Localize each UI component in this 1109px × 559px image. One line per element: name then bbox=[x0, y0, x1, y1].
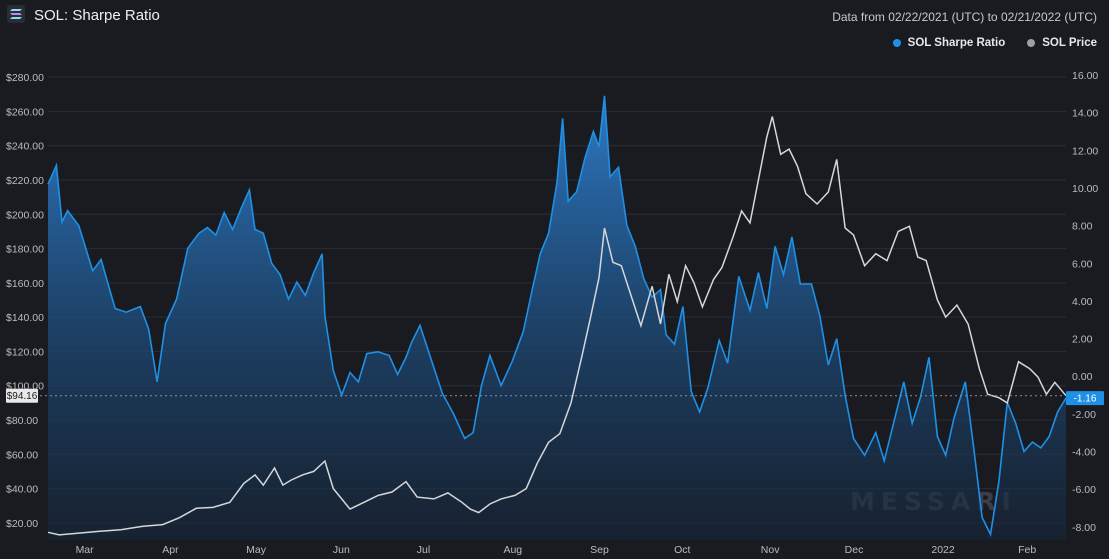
right-axis-tick-label: 14.00 bbox=[1072, 108, 1098, 120]
x-axis-tick-label: Mar bbox=[76, 544, 95, 556]
sharpe-ratio-area bbox=[48, 95, 1066, 541]
right-axis-tick-label: -6.00 bbox=[1072, 484, 1096, 496]
right-axis-tick-label: 16.00 bbox=[1072, 70, 1098, 82]
legend-item-sharpe[interactable]: SOL Sharpe Ratio bbox=[892, 37, 1006, 49]
x-axis-tick-label: Feb bbox=[1018, 544, 1036, 556]
left-axis-tick-label: $240.00 bbox=[6, 141, 44, 153]
chart-legend: SOL Sharpe Ratio SOL Price bbox=[892, 37, 1097, 49]
x-axis-ticks: Mar Apr May Jun Jul Aug Sep Oct Nov Dec 2022 Feb bbox=[76, 544, 1037, 556]
current-price-label: $94.16 bbox=[7, 391, 38, 402]
left-axis-tick-label: $180.00 bbox=[6, 244, 44, 256]
solana-logo-icon bbox=[7, 5, 25, 23]
right-axis-tick-label: 8.00 bbox=[1072, 221, 1093, 233]
left-axis-tick-label: $280.00 bbox=[6, 72, 44, 84]
x-axis-tick-label: Jun bbox=[333, 544, 350, 556]
right-axis-tick-label: 6.00 bbox=[1072, 258, 1093, 270]
x-axis-tick-label: Aug bbox=[503, 544, 522, 556]
right-axis-tick-label: 10.00 bbox=[1072, 183, 1098, 195]
current-sharpe-label: -1.16 bbox=[1074, 394, 1097, 405]
left-axis-tick-label: $60.00 bbox=[6, 449, 38, 461]
left-axis-tick-label: $120.00 bbox=[6, 346, 44, 358]
right-axis-tick-label: -4.00 bbox=[1072, 447, 1096, 459]
legend-dot-sharpe bbox=[892, 39, 901, 47]
left-axis-tick-label: $220.00 bbox=[6, 175, 44, 187]
legend-label-sharpe: SOL Sharpe Ratio bbox=[907, 37, 1006, 49]
x-axis-tick-label: 2022 bbox=[931, 544, 955, 556]
right-axis-ticks: -8.00 -6.00 -4.00 -2.00 0.00 2.00 4.00 6.00 8.00… bbox=[1072, 70, 1098, 534]
x-axis-tick-label: May bbox=[246, 544, 267, 556]
left-axis-tick-label: $140.00 bbox=[6, 312, 44, 324]
left-axis-ticks: $20.00$40.00$60.00$80.00$100.00$120.00$1… bbox=[6, 72, 44, 530]
left-axis-tick-label: $260.00 bbox=[6, 106, 44, 118]
left-axis-tick-label: $80.00 bbox=[6, 415, 38, 427]
current-sharpe-tag: -1.16 bbox=[1066, 391, 1104, 406]
x-axis-tick-label: Apr bbox=[162, 544, 179, 556]
sharpe-ratio-line bbox=[47, 95, 1067, 538]
legend-dot-price bbox=[1027, 39, 1036, 47]
right-axis-tick-label: 12.00 bbox=[1072, 145, 1098, 157]
right-axis-tick-label: -8.00 bbox=[1072, 522, 1096, 534]
price-line bbox=[47, 116, 1067, 536]
right-axis-tick-label: 2.00 bbox=[1072, 334, 1093, 346]
x-axis-tick-label: Dec bbox=[845, 544, 864, 556]
x-axis-tick-label: Sep bbox=[590, 544, 609, 556]
legend-label-price: SOL Price bbox=[1042, 37, 1097, 49]
left-axis-tick-label: $40.00 bbox=[6, 484, 38, 496]
left-axis-tick-label: $160.00 bbox=[6, 278, 44, 290]
current-price-tag: $94.16 bbox=[6, 388, 38, 403]
date-range-text: Data from 02/22/2021 (UTC) to 02/21/2022… bbox=[832, 10, 1097, 24]
chart-title: SOL: Sharpe Ratio bbox=[34, 7, 160, 24]
right-axis-tick-label: 4.00 bbox=[1072, 296, 1093, 308]
x-axis-tick-label: Nov bbox=[761, 544, 780, 556]
left-axis-tick-label: $20.00 bbox=[6, 518, 38, 530]
x-axis-tick-label: Oct bbox=[674, 544, 690, 556]
left-axis-tick-label: $200.00 bbox=[6, 209, 44, 221]
x-axis-tick-label: Jul bbox=[417, 544, 430, 556]
right-axis-tick-label: 0.00 bbox=[1072, 371, 1093, 383]
chart-header: SOL: Sharpe Ratio Data from 02/22/2021 (… bbox=[0, 0, 1109, 34]
legend-item-price[interactable]: SOL Price bbox=[1027, 37, 1097, 49]
right-axis-tick-label: -2.00 bbox=[1072, 409, 1096, 421]
